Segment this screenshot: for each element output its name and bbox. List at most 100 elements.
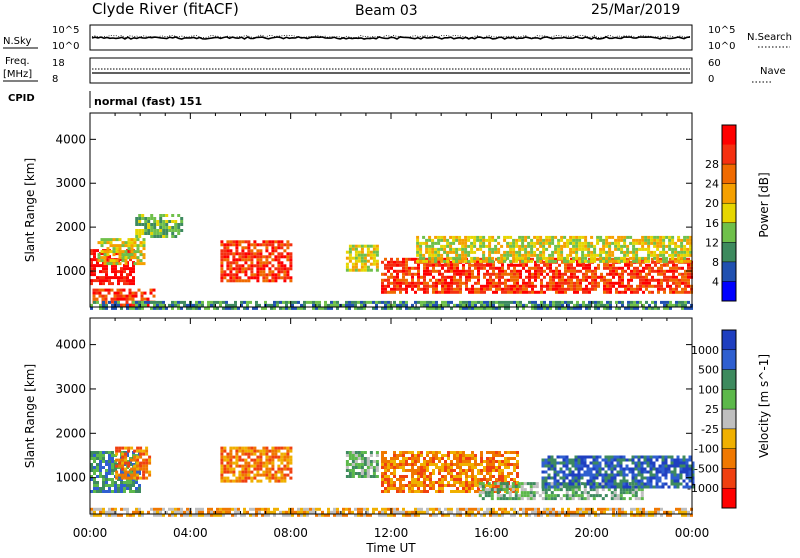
- heatmap-cell: [220, 270, 223, 273]
- heatmap-cell: [150, 229, 153, 232]
- heatmap-cell: [657, 288, 660, 291]
- heatmap-cell: [603, 285, 606, 288]
- heatmap-cell: [629, 468, 632, 471]
- heatmap-cell: [473, 257, 476, 260]
- heatmap-cell: [133, 456, 136, 459]
- heatmap-cell: [509, 494, 512, 497]
- heatmap-cell: [465, 270, 468, 273]
- heatmap-cell: [130, 474, 133, 477]
- heatmap-cell: [96, 469, 99, 472]
- heatmap-cell: [677, 465, 680, 468]
- heatmap-cell: [390, 267, 393, 270]
- heatmap-cell: [648, 267, 651, 270]
- heatmap-cell: [560, 248, 563, 251]
- heatmap-cell: [129, 481, 132, 484]
- heatmap-cell: [632, 248, 635, 251]
- heatmap-cell: [468, 304, 471, 307]
- heatmap-cell: [659, 480, 662, 483]
- heatmap-cell: [402, 270, 405, 273]
- heatmap-cell: [232, 480, 235, 483]
- heatmap-cell: [333, 511, 336, 514]
- heatmap-cell: [668, 471, 671, 474]
- heatmap-cell: [500, 260, 503, 263]
- heatmap-cell: [608, 260, 611, 263]
- heatmap-cell: [543, 264, 546, 267]
- heatmap-cell: [479, 491, 482, 494]
- heatmap-cell: [639, 285, 642, 288]
- heatmap-cell: [605, 245, 608, 248]
- heatmap-cell: [617, 248, 620, 251]
- heatmap-cell: [141, 301, 144, 304]
- heatmap-cell: [416, 248, 419, 251]
- heatmap-cell: [111, 463, 114, 466]
- heatmap-cell: [306, 301, 309, 304]
- heatmap-cell: [384, 291, 387, 294]
- heatmap-cell: [96, 289, 99, 292]
- heatmap-cell: [593, 468, 596, 471]
- heatmap-cell: [513, 301, 516, 304]
- heatmap-cell: [620, 486, 623, 489]
- heatmap-cell: [223, 465, 226, 468]
- heatmap-cell: [530, 488, 533, 491]
- heatmap-cell: [102, 270, 105, 273]
- heatmap-cell: [489, 457, 492, 460]
- heatmap-cell: [125, 241, 128, 244]
- heatmap-cell: [534, 279, 537, 282]
- heatmap-cell: [453, 270, 456, 273]
- heatmap-cell: [606, 508, 609, 511]
- heatmap-cell: [355, 251, 358, 254]
- heatmap-cell: [250, 270, 253, 273]
- heatmap-cell: [102, 466, 105, 469]
- heatmap-cell: [450, 282, 453, 285]
- heatmap-cell: [244, 459, 247, 462]
- heatmap-cell: [99, 292, 102, 295]
- heatmap-cell: [411, 279, 414, 282]
- heatmap-cell: [635, 497, 638, 500]
- heatmap-cell: [678, 267, 681, 270]
- heatmap-cell: [435, 508, 438, 511]
- heatmap-cell: [558, 270, 561, 273]
- heatmap-cell: [229, 465, 232, 468]
- heatmap-cell: [453, 457, 456, 460]
- heatmap-cell: [636, 288, 639, 291]
- heatmap-cell: [671, 477, 674, 480]
- heatmap-cell: [411, 451, 414, 454]
- heatmap-cell: [548, 257, 551, 260]
- heatmap-cell: [500, 482, 503, 485]
- heatmap-cell: [277, 270, 280, 273]
- heatmap-cell: [558, 304, 561, 307]
- heatmap-cell: [125, 253, 128, 256]
- heatmap-cell: [516, 301, 519, 304]
- heatmap-cell: [144, 226, 147, 229]
- heatmap-cell: [638, 497, 641, 500]
- heatmap-cell: [289, 468, 292, 471]
- heatmap-cell: [654, 511, 657, 514]
- heatmap-cell: [545, 260, 548, 263]
- heatmap-cell: [567, 282, 570, 285]
- heatmap-cell: [587, 260, 590, 263]
- heatmap-cell: [256, 465, 259, 468]
- heatmap-cell: [597, 304, 600, 307]
- heatmap-cell: [381, 481, 384, 484]
- heatmap-cell: [560, 497, 563, 500]
- heatmap-cell: [408, 481, 411, 484]
- heatmap-cell: [390, 487, 393, 490]
- heatmap-cell: [265, 459, 268, 462]
- heatmap-cell: [349, 251, 352, 254]
- heatmap-cell: [286, 240, 289, 243]
- heatmap-cell: [596, 486, 599, 489]
- heatmap-cell: [524, 494, 527, 497]
- heatmap-cell: [444, 279, 447, 282]
- heatmap-cell: [289, 252, 292, 255]
- heatmap-cell: [426, 463, 429, 466]
- heatmap-cell: [303, 304, 306, 307]
- heatmap-cell: [495, 282, 498, 285]
- heatmap-cell: [632, 471, 635, 474]
- heatmap-cell: [352, 248, 355, 251]
- heatmap-cell: [241, 264, 244, 267]
- heatmap-cell: [150, 232, 153, 235]
- heatmap-cell: [376, 263, 379, 266]
- heatmap-cell: [360, 304, 363, 307]
- heatmap-cell: [599, 486, 602, 489]
- heatmap-cell: [632, 494, 635, 497]
